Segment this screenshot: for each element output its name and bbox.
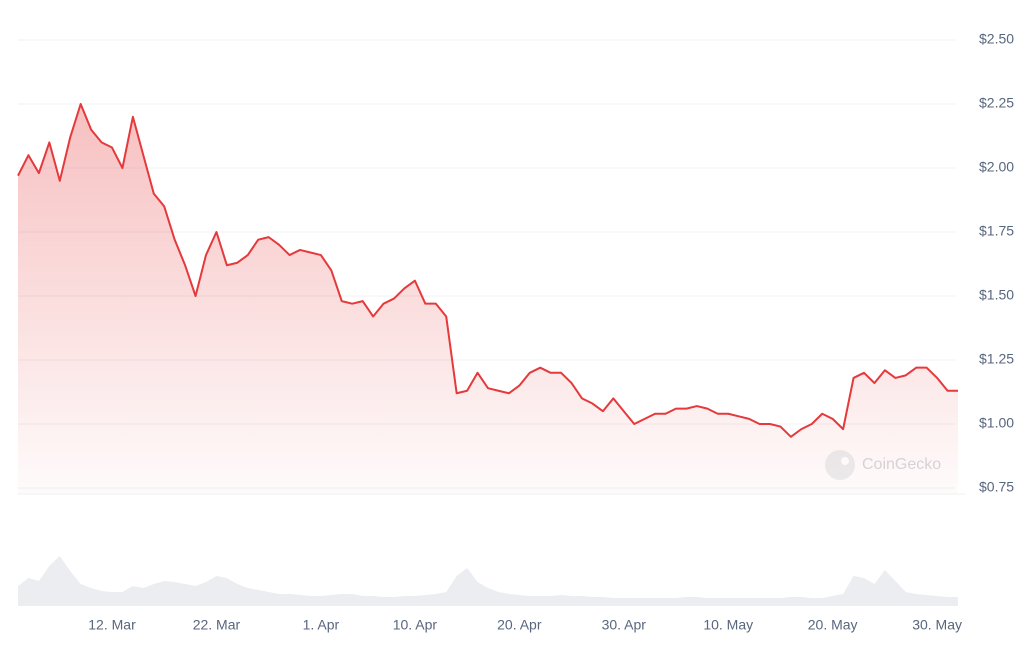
- y-tick-label: $2.50: [979, 31, 1014, 47]
- y-tick-label: $1.25: [979, 351, 1014, 367]
- x-tick-label: 30. May: [912, 617, 962, 633]
- watermark-logo: [825, 450, 855, 480]
- x-tick-label: 30. Apr: [602, 617, 647, 633]
- x-tick-label: 10. Apr: [393, 617, 438, 633]
- x-tick-label: 22. Mar: [193, 617, 241, 633]
- x-tick-label: 12. Mar: [88, 617, 136, 633]
- y-tick-label: $2.00: [979, 159, 1014, 175]
- watermark: CoinGecko: [825, 450, 941, 480]
- volume-area: [18, 556, 958, 606]
- y-tick-label: $1.00: [979, 415, 1014, 431]
- x-tick-label: 20. May: [808, 617, 858, 633]
- x-tick-label: 20. Apr: [497, 617, 542, 633]
- plot: $0.75 $1.00 $1.25 $1.50 $1.75 $2.00 $2.25 $2.50…: [17, 31, 1014, 633]
- y-tick-label: $0.75: [979, 479, 1014, 495]
- watermark-logo-eye: [841, 457, 849, 465]
- x-tick-label: 1. Apr: [303, 617, 340, 633]
- price-area: [18, 104, 958, 494]
- y-tick-label: $1.50: [979, 287, 1014, 303]
- watermark-text: CoinGecko: [862, 456, 941, 473]
- y-tick-label: $2.25: [979, 95, 1014, 111]
- y-tick-label: $1.75: [979, 223, 1014, 239]
- x-tick-label: 10. May: [703, 617, 753, 633]
- price-line: [17, 103, 958, 438]
